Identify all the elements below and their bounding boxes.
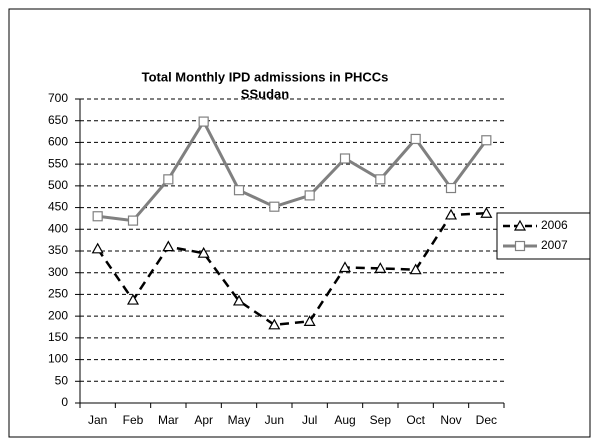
x-tick-label: Feb [123, 413, 144, 427]
y-tick-label: 400 [48, 221, 68, 235]
marker [91, 242, 104, 254]
marker [126, 293, 140, 305]
marker [374, 262, 387, 273]
x-tick-label: Jan [88, 413, 107, 427]
x-tick-label: Oct [406, 413, 425, 427]
x-tick-label: Jul [302, 413, 317, 427]
y-tick-label: 200 [48, 308, 68, 322]
y-tick-label: 100 [48, 352, 68, 366]
y-tick-label: 0 [61, 395, 68, 409]
marker [409, 263, 422, 275]
marker [197, 246, 210, 258]
marker [339, 153, 351, 164]
chart-frame [8, 8, 591, 438]
chart-title: SSudan [241, 86, 289, 101]
y-tick-label: 500 [48, 178, 68, 192]
legend-label: 2006 [541, 218, 568, 232]
x-tick-label: Aug [334, 413, 355, 427]
y-tick-label: 350 [48, 243, 68, 257]
x-tick-label: Apr [194, 413, 213, 427]
y-tick-label: 650 [48, 113, 68, 127]
marker [480, 206, 493, 218]
x-tick-label: May [228, 413, 251, 427]
marker [444, 208, 458, 220]
marker [514, 240, 526, 252]
marker [232, 294, 246, 306]
y-tick-label: 300 [48, 265, 68, 279]
y-tick-label: 700 [48, 91, 68, 105]
y-tick-label: 250 [48, 287, 68, 301]
legend-box [496, 212, 591, 260]
y-tick-label: 150 [48, 330, 68, 344]
marker [198, 116, 209, 127]
y-tick-label: 550 [48, 156, 68, 170]
x-tick-label: Jun [265, 413, 284, 427]
marker [163, 174, 174, 185]
marker [268, 318, 281, 330]
marker [233, 185, 245, 196]
marker [410, 133, 421, 145]
marker [92, 211, 103, 222]
marker [304, 190, 315, 201]
marker [338, 261, 352, 273]
chart-title: Total Monthly IPD admissions in PHCCs [142, 69, 389, 84]
marker [303, 315, 316, 326]
y-tick-label: 600 [48, 135, 68, 149]
marker [162, 240, 175, 252]
marker [481, 135, 492, 146]
marker [269, 201, 280, 212]
marker [513, 219, 527, 231]
y-tick-label: 50 [55, 373, 69, 387]
x-tick-label: Dec [476, 413, 497, 427]
legend-label: 2007 [541, 238, 568, 252]
marker [375, 174, 386, 185]
y-tick-label: 450 [48, 200, 68, 214]
marker [445, 182, 457, 194]
marker [127, 215, 139, 226]
series-line [97, 118, 488, 223]
x-tick-label: Mar [158, 413, 179, 427]
x-tick-label: Nov [440, 413, 461, 427]
x-tick-label: Sep [370, 413, 392, 427]
